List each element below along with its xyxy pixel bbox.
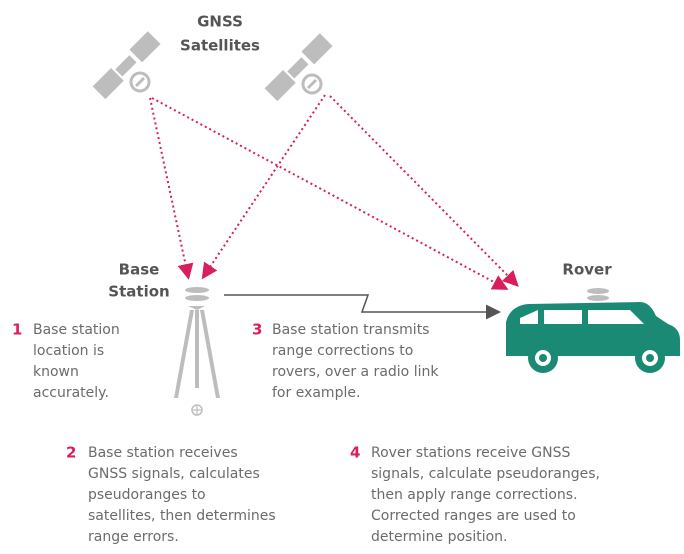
rover-label: Rover	[562, 261, 612, 279]
step-text: Base station transmits	[272, 322, 429, 338]
step-text: signals, calculate pseudoranges,	[371, 466, 600, 482]
step-text: Rover stations receive GNSS	[371, 445, 571, 461]
step-text: accurately.	[33, 385, 109, 401]
step-text: determine position.	[371, 529, 507, 545]
step-number: 4	[350, 444, 360, 462]
step-text: Base station receives	[88, 445, 238, 461]
step-text: Corrected ranges are used to	[371, 508, 576, 524]
step-text: range corrections to	[272, 343, 413, 359]
base-label: Base	[119, 261, 160, 279]
step-text: location is	[33, 343, 104, 359]
step-text: known	[33, 364, 79, 380]
step-text: then apply range corrections.	[371, 487, 578, 503]
step-number: 2	[66, 444, 76, 462]
step-number: 3	[252, 321, 262, 339]
step-text: satellites, then determines	[88, 508, 276, 524]
step-text: GNSS signals, calculates	[88, 466, 260, 482]
step-text: rovers, over a radio link	[272, 364, 439, 380]
step-number: 1	[12, 321, 22, 339]
step-text: range errors.	[88, 529, 179, 545]
step-text: pseudoranges to	[88, 487, 206, 503]
satellites-label: GNSS	[197, 13, 243, 31]
step-text: for example.	[272, 385, 360, 401]
signal-lines	[150, 95, 516, 288]
rover-icon	[506, 288, 680, 373]
base-label: Station	[108, 283, 169, 301]
radio-link	[224, 295, 498, 312]
step-text: Base station	[33, 322, 120, 338]
base-station-icon	[174, 287, 220, 415]
diagram: GNSS Satellites Base Station Rover 1 Base…	[0, 0, 684, 554]
satellites-label: Satellites	[180, 37, 260, 55]
